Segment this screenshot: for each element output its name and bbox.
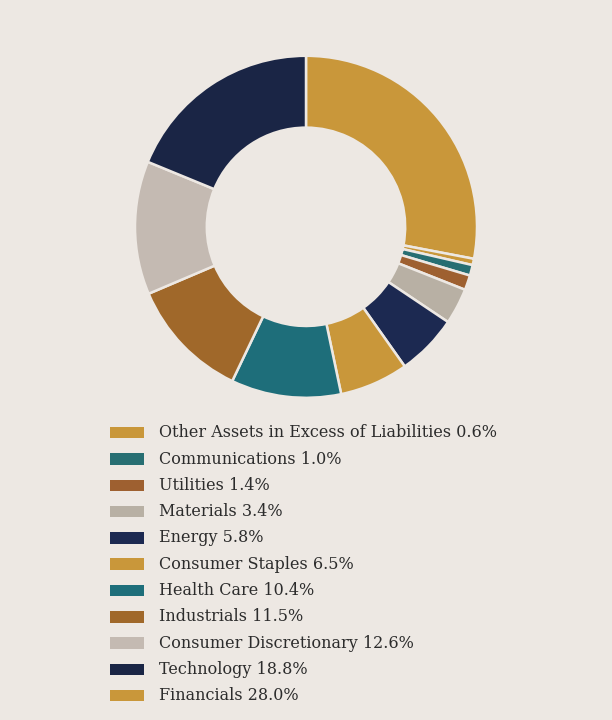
FancyBboxPatch shape [110,454,144,465]
Wedge shape [389,264,465,322]
FancyBboxPatch shape [110,480,144,491]
FancyBboxPatch shape [110,637,144,649]
FancyBboxPatch shape [110,585,144,596]
Wedge shape [398,255,470,289]
Text: Energy 5.8%: Energy 5.8% [159,529,264,546]
FancyBboxPatch shape [110,427,144,438]
Wedge shape [306,55,477,259]
Wedge shape [232,316,341,397]
FancyBboxPatch shape [110,559,144,570]
FancyBboxPatch shape [110,532,144,544]
Text: Communications 1.0%: Communications 1.0% [159,451,341,467]
FancyBboxPatch shape [110,664,144,675]
FancyBboxPatch shape [110,611,144,623]
Text: Health Care 10.4%: Health Care 10.4% [159,582,315,599]
Wedge shape [135,162,215,294]
Text: Financials 28.0%: Financials 28.0% [159,687,299,704]
FancyBboxPatch shape [110,506,144,518]
Text: Consumer Discretionary 12.6%: Consumer Discretionary 12.6% [159,634,414,652]
Wedge shape [148,55,306,189]
Text: Utilities 1.4%: Utilities 1.4% [159,477,270,494]
Wedge shape [326,307,405,394]
Wedge shape [364,282,448,366]
Text: Other Assets in Excess of Liabilities 0.6%: Other Assets in Excess of Liabilities 0.… [159,424,497,441]
FancyBboxPatch shape [110,690,144,701]
Text: Materials 3.4%: Materials 3.4% [159,503,283,520]
Text: Consumer Staples 6.5%: Consumer Staples 6.5% [159,556,354,572]
Text: Technology 18.8%: Technology 18.8% [159,661,308,678]
Text: Industrials 11.5%: Industrials 11.5% [159,608,304,625]
Wedge shape [403,246,474,265]
Wedge shape [401,249,472,276]
Wedge shape [149,266,263,381]
